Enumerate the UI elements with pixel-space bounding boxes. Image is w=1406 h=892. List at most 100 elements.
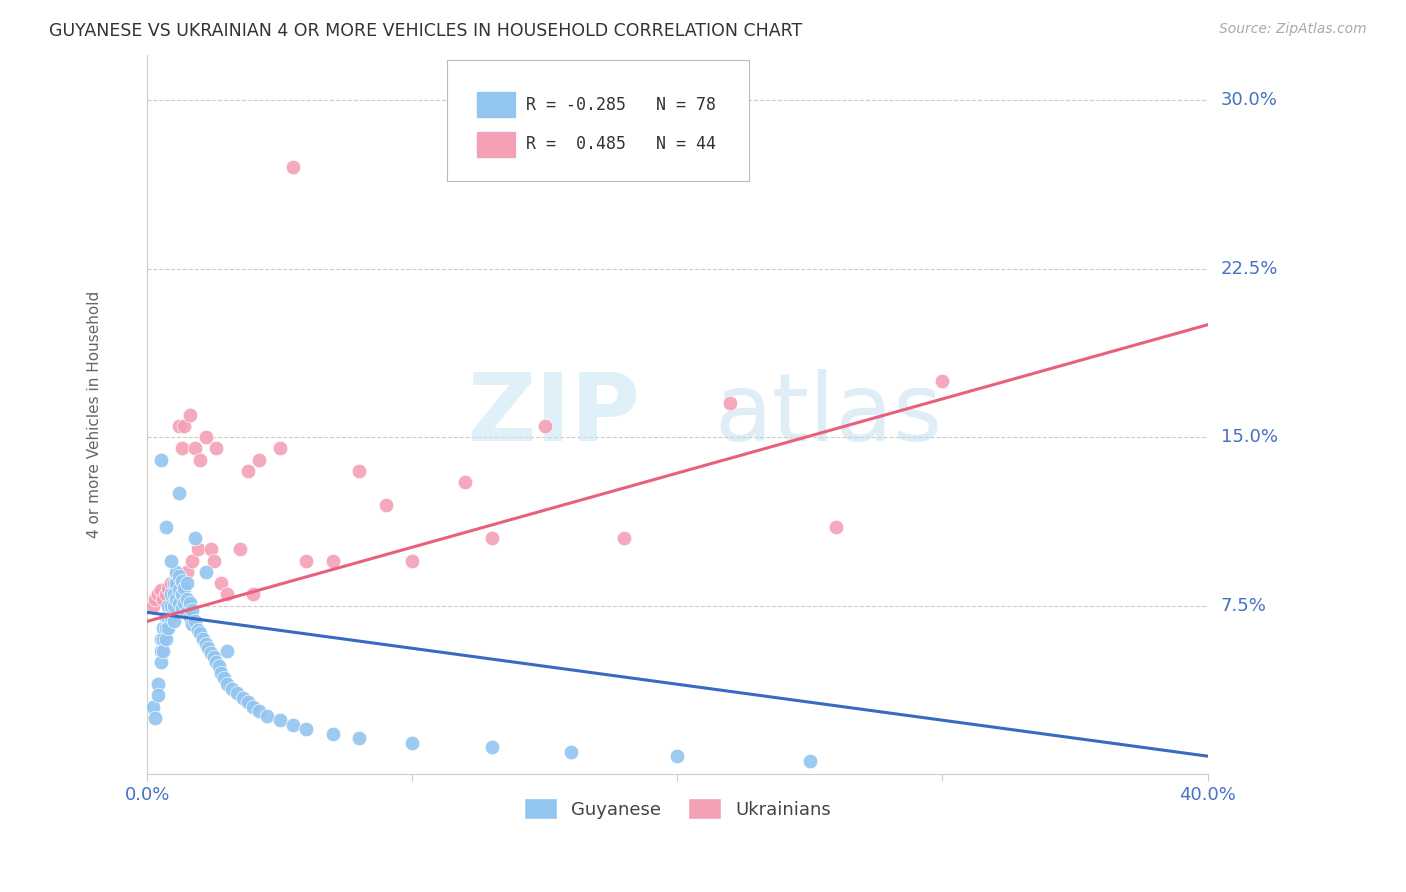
Point	[167, 596, 190, 610]
Point	[179, 596, 201, 610]
Point	[160, 576, 183, 591]
Point	[666, 749, 689, 764]
Point	[167, 569, 190, 583]
Point	[143, 711, 166, 725]
Point	[256, 708, 278, 723]
Point	[200, 646, 222, 660]
Point	[176, 605, 198, 619]
Text: 4 or more Vehicles in Household: 4 or more Vehicles in Household	[87, 291, 101, 538]
Point	[242, 699, 264, 714]
Point	[211, 666, 233, 681]
Point	[155, 587, 177, 601]
Point	[155, 632, 177, 647]
Point	[205, 655, 228, 669]
Point	[167, 486, 190, 500]
Point	[825, 520, 848, 534]
Point	[236, 464, 259, 478]
Point	[194, 430, 217, 444]
Point	[718, 396, 741, 410]
Point	[374, 498, 396, 512]
Point	[163, 576, 186, 591]
Point	[155, 610, 177, 624]
Point	[149, 655, 172, 669]
Point	[165, 569, 187, 583]
Text: 22.5%: 22.5%	[1220, 260, 1278, 277]
Point	[269, 442, 291, 456]
Point	[152, 643, 174, 657]
Point	[163, 599, 186, 613]
Point	[155, 621, 177, 635]
Point	[401, 554, 423, 568]
Point	[149, 643, 172, 657]
Point	[188, 625, 211, 640]
Point	[160, 599, 183, 613]
Point	[184, 531, 207, 545]
Point	[197, 641, 219, 656]
Point	[534, 418, 557, 433]
Point	[149, 632, 172, 647]
Point	[152, 621, 174, 635]
Point	[205, 442, 228, 456]
Point	[194, 637, 217, 651]
FancyBboxPatch shape	[447, 60, 749, 181]
Point	[215, 677, 238, 691]
Point	[173, 581, 195, 595]
Point	[157, 581, 180, 595]
Point	[163, 587, 186, 601]
Point	[149, 452, 172, 467]
Point	[176, 565, 198, 579]
Point	[165, 591, 187, 606]
Point	[187, 542, 209, 557]
Text: R = -0.285   N = 78: R = -0.285 N = 78	[526, 95, 716, 114]
Point	[560, 745, 582, 759]
Point	[191, 632, 214, 647]
Point	[170, 574, 193, 588]
Point	[194, 565, 217, 579]
Point	[613, 531, 636, 545]
Point	[799, 754, 821, 768]
Point	[931, 374, 953, 388]
Point	[179, 408, 201, 422]
Point	[200, 542, 222, 557]
Point	[152, 632, 174, 647]
Point	[229, 542, 252, 557]
Point	[187, 624, 209, 638]
Point	[211, 576, 233, 591]
Point	[281, 717, 304, 731]
Point	[173, 596, 195, 610]
Text: atlas: atlas	[714, 368, 943, 460]
Point	[188, 452, 211, 467]
Point	[401, 736, 423, 750]
Point	[160, 610, 183, 624]
Point	[170, 587, 193, 601]
Point	[167, 587, 190, 601]
Point	[322, 554, 344, 568]
Point	[157, 599, 180, 613]
Point	[160, 587, 183, 601]
Text: GUYANESE VS UKRAINIAN 4 OR MORE VEHICLES IN HOUSEHOLD CORRELATION CHART: GUYANESE VS UKRAINIAN 4 OR MORE VEHICLES…	[49, 22, 803, 40]
Point	[181, 616, 204, 631]
Point	[232, 690, 254, 705]
Point	[202, 554, 225, 568]
Point	[176, 591, 198, 606]
Point	[176, 576, 198, 591]
Point	[215, 587, 238, 601]
Point	[295, 722, 318, 736]
Point	[212, 671, 235, 685]
Point	[295, 554, 318, 568]
Point	[170, 600, 193, 615]
Point	[149, 582, 172, 597]
Point	[157, 621, 180, 635]
Text: 15.0%: 15.0%	[1220, 428, 1278, 446]
Point	[215, 643, 238, 657]
Point	[481, 740, 503, 755]
Point	[247, 452, 270, 467]
Text: 30.0%: 30.0%	[1220, 91, 1278, 109]
Point	[160, 554, 183, 568]
Point	[152, 591, 174, 606]
Point	[167, 582, 190, 597]
Point	[167, 418, 190, 433]
Point	[269, 713, 291, 727]
Point	[242, 587, 264, 601]
Point	[157, 610, 180, 624]
